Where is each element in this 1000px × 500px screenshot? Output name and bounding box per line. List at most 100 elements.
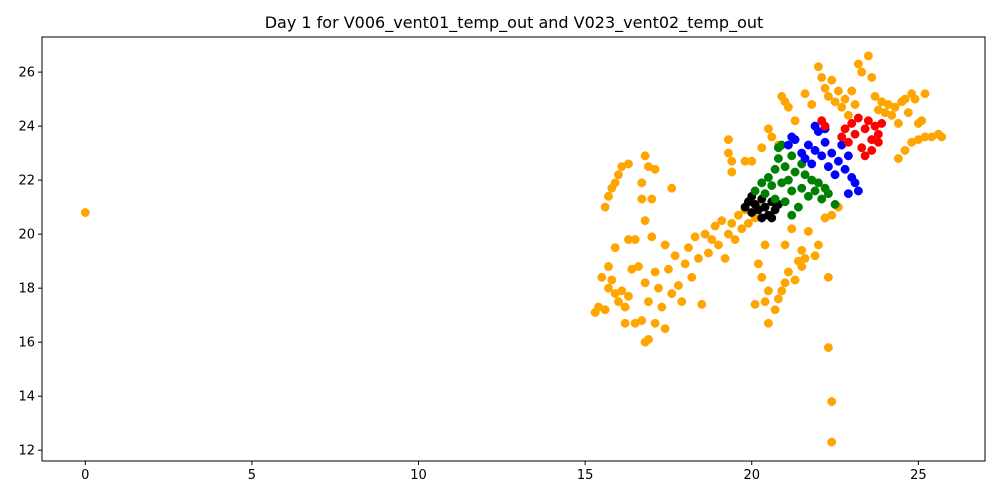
data-point	[807, 159, 817, 169]
data-point	[640, 278, 650, 288]
data-point	[777, 286, 787, 296]
data-point	[873, 129, 883, 139]
data-point	[860, 124, 870, 134]
y-tick-label: 20	[18, 228, 35, 243]
y-tick-label: 18	[18, 282, 35, 297]
data-point	[697, 299, 707, 309]
data-point	[763, 286, 773, 296]
data-point	[867, 73, 877, 82]
data-point	[673, 281, 683, 290]
data-point	[857, 67, 867, 77]
data-point	[870, 91, 880, 101]
data-point	[850, 129, 860, 139]
data-point	[760, 189, 770, 199]
data-point	[644, 335, 653, 344]
data-point	[763, 318, 773, 328]
data-point	[767, 132, 777, 142]
data-point	[863, 116, 873, 126]
data-point	[690, 232, 700, 242]
data-point	[787, 210, 797, 220]
data-point	[630, 235, 640, 245]
data-point	[700, 229, 710, 239]
data-point	[803, 227, 813, 236]
data-point	[903, 108, 913, 118]
data-point	[760, 297, 770, 307]
data-point	[910, 94, 920, 104]
data-point	[787, 151, 797, 161]
series-4	[817, 113, 887, 161]
data-point	[803, 140, 813, 150]
data-point	[683, 243, 693, 253]
data-point	[840, 164, 850, 174]
data-point	[800, 254, 810, 263]
data-point	[800, 89, 810, 99]
data-point	[647, 194, 657, 204]
data-point	[783, 267, 793, 277]
data-point	[693, 254, 703, 263]
series-0	[80, 51, 947, 447]
data-point	[664, 264, 673, 274]
data-point	[830, 97, 840, 107]
data-point	[763, 172, 773, 182]
data-point	[703, 248, 713, 258]
data-point	[813, 178, 823, 188]
data-point	[620, 318, 630, 328]
data-point	[893, 118, 903, 128]
data-point	[873, 137, 883, 147]
data-point	[843, 189, 853, 199]
data-point	[773, 154, 783, 163]
data-point	[807, 100, 817, 109]
data-point	[637, 194, 647, 204]
data-point	[823, 272, 833, 282]
data-point	[877, 118, 887, 128]
data-point	[770, 164, 780, 174]
data-point	[840, 124, 850, 134]
data-point	[790, 135, 800, 145]
data-point	[827, 148, 837, 158]
series-1	[740, 191, 783, 223]
data-point	[624, 159, 633, 169]
data-point	[80, 208, 90, 217]
data-point	[817, 194, 827, 204]
data-point	[797, 262, 807, 271]
data-point	[860, 151, 870, 161]
data-point	[820, 121, 830, 131]
y-tick-label: 26	[18, 66, 35, 81]
data-point	[600, 305, 610, 315]
data-point	[813, 62, 823, 72]
points-layer	[80, 51, 947, 447]
data-point	[737, 224, 747, 234]
data-point	[730, 235, 740, 245]
data-point	[823, 162, 833, 172]
data-point	[707, 235, 717, 245]
data-point	[813, 240, 823, 250]
y-tick-label: 16	[18, 336, 35, 351]
data-point	[637, 316, 647, 326]
data-point	[810, 145, 820, 155]
data-point	[677, 297, 687, 307]
data-point	[780, 278, 790, 288]
data-point	[687, 272, 697, 282]
data-point	[790, 167, 800, 177]
data-point	[837, 132, 847, 142]
data-point	[790, 116, 800, 126]
data-point	[850, 178, 860, 188]
data-point	[863, 51, 873, 61]
data-point	[727, 218, 737, 228]
data-point	[617, 286, 627, 296]
data-point	[843, 137, 853, 147]
data-point	[747, 156, 757, 166]
data-point	[710, 221, 720, 231]
data-point	[780, 162, 790, 172]
x-axis: 0 5 10 15 20 25	[81, 461, 927, 483]
data-point	[647, 232, 657, 242]
x-tick-label: 10	[410, 468, 427, 483]
data-point	[723, 148, 733, 158]
data-point	[837, 102, 847, 112]
data-point	[867, 145, 877, 155]
data-point	[743, 218, 753, 228]
data-point	[634, 262, 643, 271]
data-point	[607, 275, 617, 285]
data-point	[783, 175, 793, 185]
